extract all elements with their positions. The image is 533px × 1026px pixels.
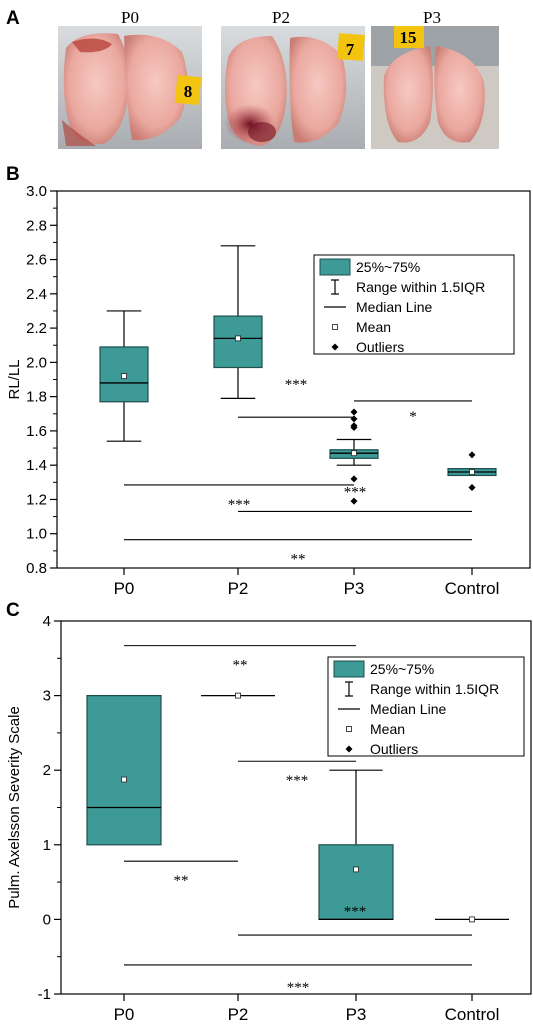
outlier-point — [350, 475, 358, 483]
chart-b-y-tick-label: 3.0 — [26, 183, 47, 200]
box-iqr — [318, 844, 394, 920]
chart-b-legend-box-swatch — [319, 258, 351, 276]
panel-letter-c: C — [6, 600, 20, 621]
chart-b-y-tick-label: 1.4 — [26, 457, 47, 474]
panel-letter-a: A — [6, 8, 20, 29]
chart-b-y-tick-label: 1.2 — [26, 491, 47, 508]
chart-c-legend-box-label: 25%~75% — [370, 661, 434, 677]
chart-c-legend-median-label: Median Line — [370, 701, 446, 717]
chart-b-x-label-p3: P3 — [344, 579, 365, 598]
chart-b: 0.8 1.0 1.2 1.4 1.6 1.8 2.0 2.2 2.4 2.6 2.8 3.0 P0 P2… — [6, 183, 531, 598]
mean-marker — [235, 335, 241, 342]
chart-b-y-tick-label: 0.8 — [26, 560, 47, 577]
chart-c-y-tick-label: 4 — [43, 613, 51, 630]
chart-c-box-p3 — [318, 769, 394, 921]
chart-c-y-tick-label: 2 — [43, 762, 51, 779]
chart-b-box-control — [447, 451, 497, 491]
chart-c-sig-label: ** — [233, 658, 248, 674]
chart-b-x-label-p0: P0 — [114, 579, 135, 598]
mean-marker — [351, 450, 357, 457]
chart-c-y-tick-label: 3 — [43, 688, 51, 705]
chart-b-legend-median-label: Median Line — [356, 299, 432, 315]
chart-b-sig-label: *** — [228, 497, 251, 513]
chart-c-y-tick-label: 1 — [43, 837, 51, 854]
chart-b-box-p2 — [213, 245, 263, 399]
photo-p0: P0 8 — [58, 8, 202, 149]
chart-b-legend-box-label: 25%~75% — [356, 259, 420, 275]
chart-b-x-label-p2: P2 — [228, 579, 249, 598]
chart-b-y-tick-label: 1.0 — [26, 526, 47, 543]
photo-label-p2: P2 — [272, 8, 290, 27]
outlier-point — [350, 408, 358, 416]
chart-b-sig-label: *** — [285, 377, 308, 393]
chart-b-legend-outliers-label: Outliers — [356, 339, 404, 355]
chart-c-y-tick-label: -1 — [38, 986, 51, 1003]
chart-c-sig-label: *** — [344, 904, 367, 920]
photo-label-p3: P3 — [423, 8, 441, 27]
mean-marker — [469, 916, 475, 923]
chart-c: -1 0 1 2 3 4 P0 P2 P3 Control Pulm. Axelsson Sever… — [6, 613, 532, 1024]
chart-c-x-label-control: Control — [445, 1005, 500, 1024]
chart-b-x-label-control: Control — [445, 579, 500, 598]
chart-c-legend-mean-swatch — [346, 726, 352, 732]
photo-p3: P3 15 — [371, 8, 499, 149]
chart-b-sig-label: * — [409, 409, 417, 425]
chart-b-y-tick-label: 1.8 — [26, 389, 47, 406]
chart-b-y-tick-label: 2.0 — [26, 354, 47, 371]
outlier-point — [468, 451, 476, 459]
chart-c-box-p0 — [86, 694, 162, 846]
chart-b-legend-mean-swatch — [332, 324, 338, 330]
chart-c-y-tick-label: 0 — [43, 911, 51, 928]
mean-marker — [353, 866, 359, 873]
chart-c-sig-label: ** — [174, 873, 189, 889]
outlier-point — [350, 497, 358, 505]
photo-tag-p3: 15 — [400, 28, 417, 47]
chart-c-legend-box-swatch — [333, 660, 365, 678]
chart-c-sig-label: *** — [287, 980, 310, 996]
chart-c-box-p2 — [201, 692, 275, 699]
outlier-point — [350, 415, 358, 423]
chart-c-legend-mean-label: Mean — [370, 721, 405, 737]
photo-label-p0: P0 — [121, 8, 139, 27]
photo-p2: P2 7 — [221, 8, 365, 149]
chart-b-legend-range-label: Range within 1.5IQR — [356, 279, 485, 295]
mean-marker — [235, 692, 241, 699]
chart-c-y-axis-title: Pulm. Axelsson Severity Scale — [6, 706, 23, 909]
box-iqr — [86, 694, 162, 846]
chart-b-box-p3 — [329, 408, 379, 505]
mean-marker — [121, 373, 127, 380]
outlier-point — [350, 423, 358, 431]
mean-marker — [121, 776, 127, 783]
chart-c-legend-range-label: Range within 1.5IQR — [370, 681, 499, 697]
chart-b-y-tick-label: 2.6 — [26, 252, 47, 269]
photo-tag-p2: 7 — [346, 40, 355, 59]
chart-b-y-tick-label: 1.6 — [26, 423, 47, 440]
chart-b-y-tick-label: 2.2 — [26, 320, 47, 337]
chart-b-legend-mean-label: Mean — [356, 319, 391, 335]
photo-tag-p0: 8 — [184, 82, 193, 101]
chart-c-x-label-p0: P0 — [114, 1005, 135, 1024]
chart-c-box-control — [435, 916, 509, 923]
chart-c-sig-label: *** — [286, 773, 309, 789]
chart-b-y-tick-label: 2.4 — [26, 286, 47, 303]
chart-b-legend-outlier-swatch — [331, 343, 339, 351]
chart-b-sig-label: *** — [344, 484, 367, 500]
outlier-point — [468, 483, 476, 491]
box-iqr — [213, 315, 263, 369]
chart-c-legend-outliers-label: Outliers — [370, 741, 418, 757]
chart-b-box-p0 — [99, 310, 149, 442]
chart-b-sig-label: ** — [291, 552, 306, 568]
chart-c-x-label-p2: P2 — [228, 1005, 249, 1024]
panel-letter-b: B — [6, 164, 20, 185]
chart-b-y-axis-title: RL/LL — [6, 359, 23, 399]
chart-b-y-tick-label: 2.8 — [26, 217, 47, 234]
chart-c-x-label-p3: P3 — [346, 1005, 367, 1024]
mean-marker — [469, 469, 475, 475]
chart-c-legend-outlier-swatch — [345, 745, 353, 753]
